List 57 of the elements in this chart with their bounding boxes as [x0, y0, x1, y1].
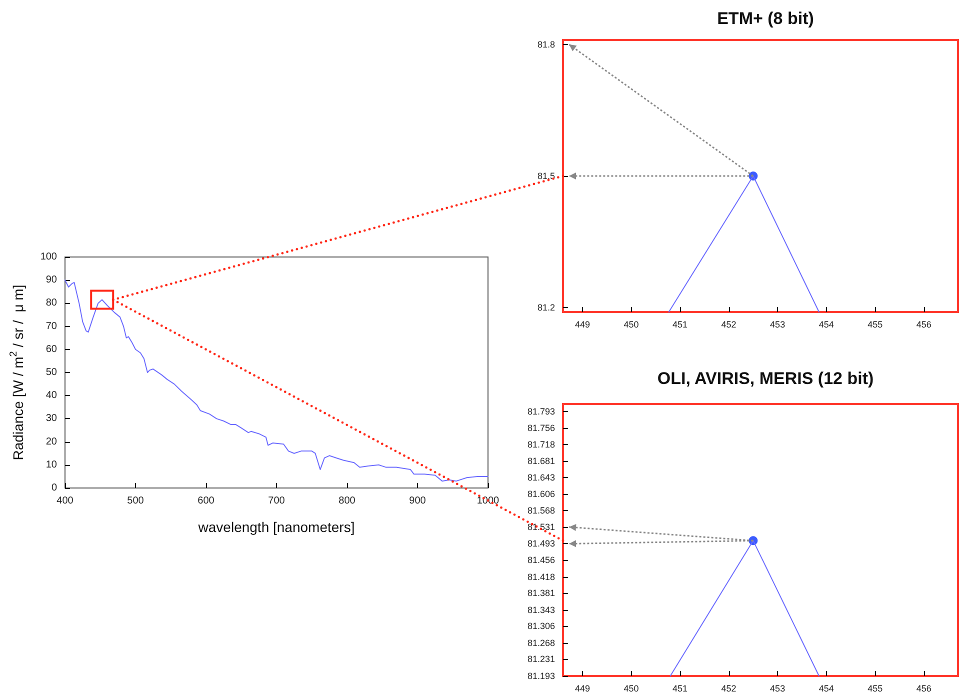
y-tick-label: 0: [51, 482, 58, 494]
x-tick-label: 400: [56, 496, 74, 506]
x-tick-label: 456: [916, 320, 932, 330]
x-tick-label: 900: [409, 496, 426, 506]
y-axis-title: Radiance [W / m2 / sr / μ m]: [8, 284, 26, 460]
y-tick-label: 30: [46, 413, 58, 424]
y-tick-label: 81.5: [537, 171, 555, 181]
y-tick-label: 81.793: [527, 406, 555, 416]
x-tick-label: 451: [672, 684, 688, 693]
y-tick-label: 81.756: [527, 422, 555, 433]
y-tick-label: 81.418: [527, 572, 555, 582]
y-tick-label: 60: [46, 344, 58, 355]
x-tick-label: 453: [770, 320, 786, 330]
x-tick-label: 452: [721, 684, 736, 693]
y-tick-label: 20: [46, 436, 58, 448]
y-tick-label: 81.681: [527, 456, 555, 466]
x-tick-label: 449: [574, 684, 590, 693]
x-tick-label: 454: [818, 320, 834, 330]
chart-title: OLI, AVIRIS, MERIS (12 bit): [657, 369, 874, 388]
y-tick-label: 81.568: [527, 506, 555, 516]
y-tick-label: 81.8: [537, 39, 555, 50]
y-tick-label: 81.606: [527, 488, 555, 499]
x-tick-label: 455: [868, 684, 883, 693]
y-tick-label: 81.268: [527, 638, 555, 648]
y-tick-label: 80: [46, 298, 58, 309]
x-tick-label: 700: [268, 496, 286, 506]
y-tick-label: 40: [46, 390, 58, 402]
x-tick-label: 450: [624, 320, 639, 330]
y-tick-label: 81.718: [527, 440, 555, 450]
x-tick-label: 800: [338, 496, 356, 506]
y-tick-label: 81.2: [537, 302, 555, 313]
y-tick-label: 81.231: [527, 654, 555, 664]
x-tick-label: 452: [721, 320, 736, 330]
x-tick-label: 456: [916, 684, 932, 693]
y-tick-label: 81.193: [527, 671, 555, 681]
y-tick-label: 90: [46, 274, 58, 286]
y-tick-label: 70: [46, 320, 58, 332]
x-tick-label: 449: [574, 320, 590, 330]
y-tick-label: 81.306: [527, 621, 555, 632]
line-series: [64, 280, 488, 482]
x-tick-label: 454: [818, 684, 834, 693]
y-tick-label: 81.381: [527, 588, 555, 598]
y-tick-label: 81.643: [527, 472, 555, 483]
x-tick-label: 600: [198, 496, 215, 506]
x-axis-title: wavelength [nanometers]: [197, 519, 355, 535]
y-tick-label: 81.343: [527, 604, 555, 615]
chart-title: ETM+ (8 bit): [717, 9, 814, 28]
x-tick-label: 451: [672, 320, 688, 330]
x-tick-label: 453: [770, 684, 786, 693]
x-tick-label: 500: [127, 496, 144, 506]
x-tick-label: 450: [624, 684, 639, 693]
y-tick-label: 81.493: [527, 538, 555, 549]
y-tick-label: 81.456: [527, 555, 555, 566]
x-tick-label: 455: [868, 320, 883, 330]
y-tick-label: 10: [46, 459, 58, 470]
y-tick-label: 50: [46, 367, 58, 378]
y-tick-label: 100: [40, 252, 58, 262]
